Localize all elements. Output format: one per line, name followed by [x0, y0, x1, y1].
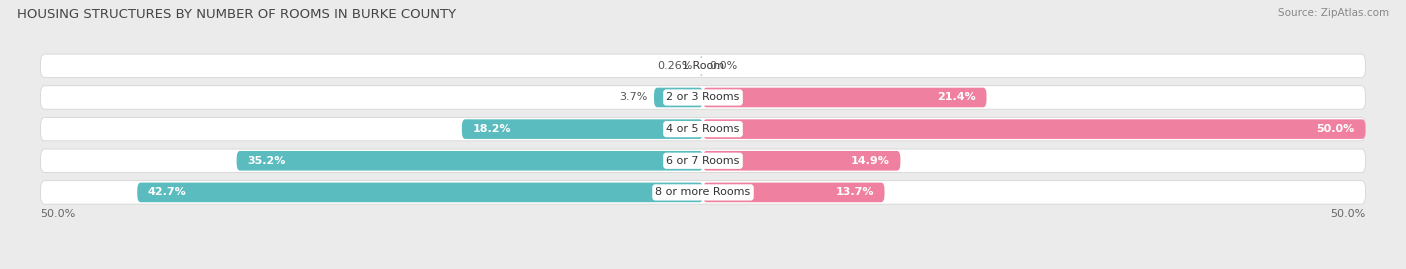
- FancyBboxPatch shape: [703, 88, 987, 107]
- Text: 8 or more Rooms: 8 or more Rooms: [655, 187, 751, 197]
- Text: 21.4%: 21.4%: [938, 93, 976, 102]
- Text: Source: ZipAtlas.com: Source: ZipAtlas.com: [1278, 8, 1389, 18]
- Text: 18.2%: 18.2%: [472, 124, 512, 134]
- Text: 0.26%: 0.26%: [658, 61, 693, 71]
- Text: 35.2%: 35.2%: [247, 156, 285, 166]
- Text: 0.0%: 0.0%: [710, 61, 738, 71]
- FancyBboxPatch shape: [461, 119, 703, 139]
- Text: 4 or 5 Rooms: 4 or 5 Rooms: [666, 124, 740, 134]
- FancyBboxPatch shape: [700, 56, 703, 76]
- FancyBboxPatch shape: [41, 149, 1365, 172]
- Text: HOUSING STRUCTURES BY NUMBER OF ROOMS IN BURKE COUNTY: HOUSING STRUCTURES BY NUMBER OF ROOMS IN…: [17, 8, 456, 21]
- Text: 50.0%: 50.0%: [1316, 124, 1355, 134]
- Text: 2 or 3 Rooms: 2 or 3 Rooms: [666, 93, 740, 102]
- Text: 6 or 7 Rooms: 6 or 7 Rooms: [666, 156, 740, 166]
- Text: 3.7%: 3.7%: [619, 93, 647, 102]
- Text: 50.0%: 50.0%: [1330, 209, 1365, 219]
- FancyBboxPatch shape: [236, 151, 703, 171]
- Text: 14.9%: 14.9%: [851, 156, 890, 166]
- FancyBboxPatch shape: [41, 117, 1365, 141]
- FancyBboxPatch shape: [654, 88, 703, 107]
- FancyBboxPatch shape: [703, 183, 884, 202]
- Text: 13.7%: 13.7%: [835, 187, 875, 197]
- FancyBboxPatch shape: [703, 119, 1365, 139]
- FancyBboxPatch shape: [138, 183, 703, 202]
- FancyBboxPatch shape: [703, 151, 900, 171]
- FancyBboxPatch shape: [41, 54, 1365, 77]
- FancyBboxPatch shape: [41, 86, 1365, 109]
- FancyBboxPatch shape: [41, 181, 1365, 204]
- Text: 50.0%: 50.0%: [41, 209, 76, 219]
- Text: 42.7%: 42.7%: [148, 187, 187, 197]
- Text: 1 Room: 1 Room: [682, 61, 724, 71]
